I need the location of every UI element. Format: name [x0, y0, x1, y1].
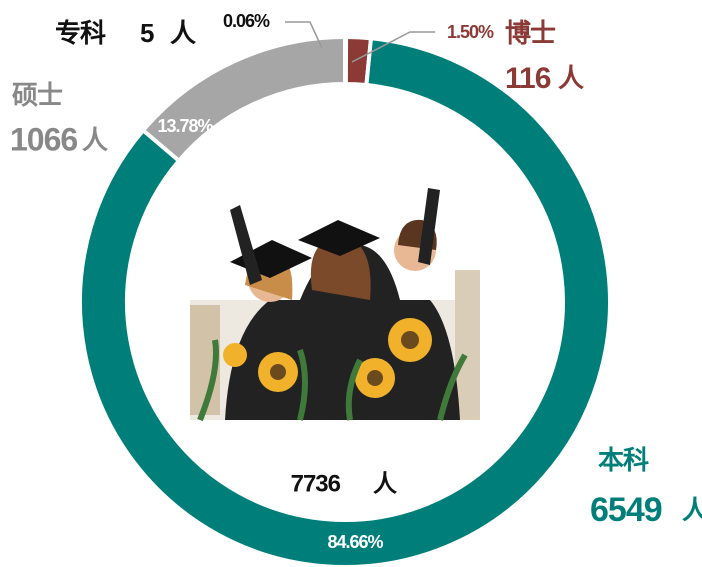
percent-label: 1.50%: [447, 22, 494, 42]
count-label: 116: [505, 62, 551, 95]
category-label: 博士: [505, 18, 556, 48]
percent-label: 84.66%: [327, 532, 383, 552]
percent-label: 0.06%: [223, 11, 270, 31]
count-label: 1066: [10, 121, 77, 157]
category-label: 硕士: [12, 80, 63, 110]
count-label: 5: [140, 18, 154, 48]
unit-label: 人: [682, 495, 702, 525]
category-label: 专科: [55, 18, 106, 48]
illustration: [190, 188, 480, 420]
total-unit: 人: [373, 470, 397, 497]
donut-segment: [143, 37, 345, 161]
category-label: 本科: [598, 445, 649, 475]
unit-label: 人: [82, 125, 108, 155]
unit-label: 人: [558, 63, 584, 93]
unit-label: 人: [170, 18, 196, 48]
percent-label: 13.78%: [157, 116, 213, 136]
total-label: 7736: [291, 470, 341, 497]
chart: 专科5人0.06%博士116人1.50%本科6549人84.66%硕士1066人…: [0, 0, 702, 567]
count-label: 6549: [590, 491, 662, 529]
